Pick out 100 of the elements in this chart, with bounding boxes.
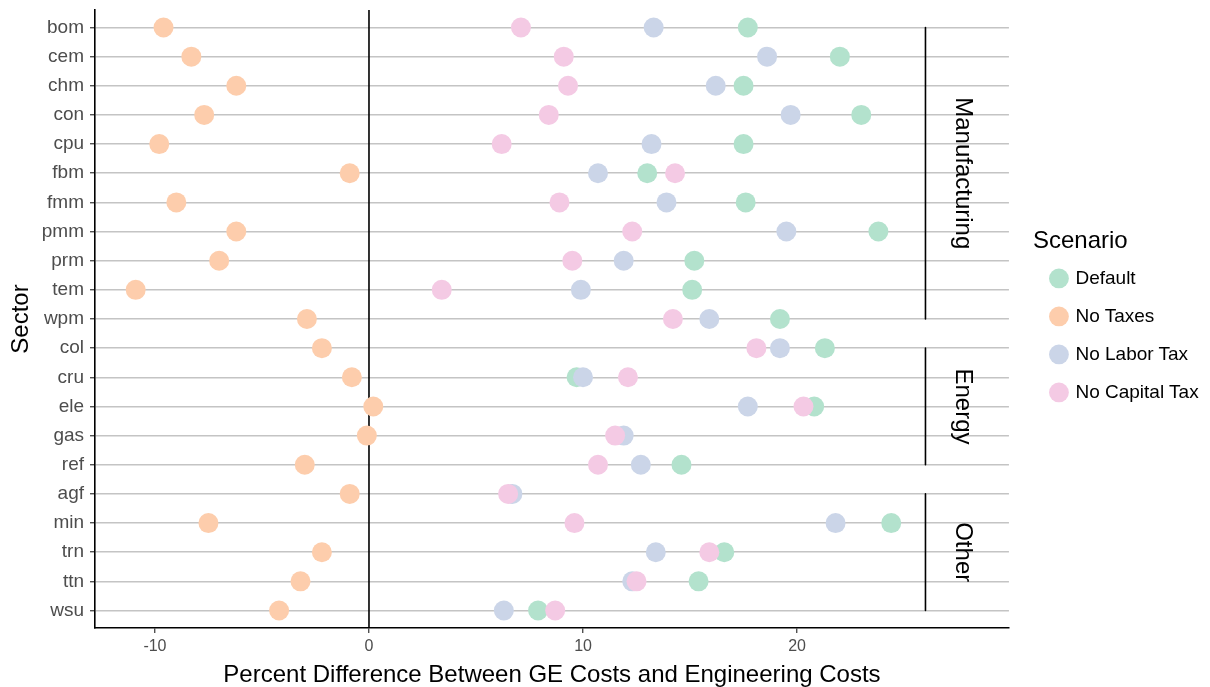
point	[656, 192, 677, 213]
point	[733, 75, 754, 96]
y-tick-label: bom	[47, 15, 85, 37]
point	[699, 309, 720, 329]
y-tick-label: chm	[48, 74, 85, 96]
point	[510, 17, 531, 38]
legend-label: Default	[1075, 266, 1137, 288]
point	[641, 134, 662, 155]
y-tick-label: fmm	[47, 190, 85, 212]
point	[363, 396, 384, 417]
y-tick-label: col	[59, 336, 85, 358]
text: Other	[950, 522, 978, 583]
point	[339, 483, 360, 504]
point	[617, 367, 638, 388]
point	[181, 46, 202, 67]
y-tick-label: ele	[58, 394, 85, 416]
point	[558, 75, 579, 96]
x-axis-title: Percent Difference Between GE Costs and Engineering Costs	[223, 660, 881, 687]
point	[194, 104, 215, 125]
y-tick-label: fbm	[52, 161, 85, 183]
point	[356, 425, 377, 446]
point	[735, 192, 756, 213]
point	[769, 309, 790, 329]
point	[780, 104, 801, 125]
text: Energy	[950, 368, 978, 445]
point	[166, 192, 187, 213]
point	[296, 309, 317, 329]
y-axis-title: Sector	[6, 284, 34, 354]
point	[699, 542, 720, 563]
x-tick-label: 0	[364, 637, 374, 655]
y-tick-label: min	[53, 511, 85, 533]
y-tick-label: wsu	[49, 598, 85, 620]
x-tick-label: -10	[143, 637, 167, 655]
y-tick-label: gas	[53, 423, 85, 445]
y-tick-label: wpm	[42, 307, 85, 329]
legend-label: No Taxes	[1075, 304, 1155, 326]
point	[149, 134, 170, 155]
point	[588, 163, 608, 184]
point	[553, 46, 574, 67]
point	[573, 367, 594, 388]
point	[605, 425, 626, 446]
point	[588, 454, 608, 475]
point	[269, 600, 290, 621]
point	[341, 367, 362, 388]
point	[737, 396, 758, 417]
point	[881, 513, 902, 534]
y-tick-label: agf	[57, 482, 85, 504]
point	[671, 454, 692, 475]
point	[613, 250, 634, 271]
point	[528, 600, 549, 621]
point	[645, 542, 666, 563]
y-tick-label: pmm	[41, 219, 85, 241]
legend-label: No Capital Tax	[1075, 380, 1200, 402]
point	[311, 542, 332, 563]
point	[682, 279, 703, 300]
point	[493, 600, 514, 621]
point	[637, 163, 658, 184]
point	[684, 250, 705, 271]
point	[665, 163, 686, 184]
point	[431, 279, 452, 300]
y-tick-label: cru	[57, 365, 85, 387]
y-tick-label: con	[53, 103, 85, 125]
x-tick-label: 20	[788, 637, 807, 655]
point	[737, 17, 758, 38]
point	[549, 192, 570, 213]
point	[688, 571, 709, 592]
point	[562, 250, 583, 271]
point	[226, 75, 247, 96]
point	[209, 250, 230, 271]
y-tick-label: trn	[61, 540, 85, 562]
point	[662, 309, 683, 329]
point	[491, 134, 512, 155]
text: Manufacturing	[950, 97, 978, 250]
legend-label: No Labor Tax	[1075, 342, 1189, 364]
point	[829, 46, 850, 67]
point	[630, 454, 651, 475]
point	[746, 338, 767, 359]
point	[643, 17, 664, 38]
point	[757, 46, 778, 67]
point	[545, 600, 566, 621]
point	[769, 338, 790, 359]
point	[705, 75, 726, 96]
point	[294, 454, 315, 475]
point	[622, 221, 643, 242]
y-tick-label: ttn	[62, 569, 85, 591]
point	[814, 338, 835, 359]
x-tick-label: 10	[574, 637, 593, 655]
y-tick-label: tem	[52, 278, 85, 300]
point	[198, 513, 219, 534]
y-tick-label: prm	[51, 248, 85, 270]
point	[825, 513, 846, 534]
point	[868, 221, 889, 242]
point	[153, 17, 174, 38]
point	[339, 163, 360, 184]
point	[564, 513, 585, 534]
legend-title: Scenario	[1032, 225, 1128, 253]
y-tick-label: ref	[61, 452, 85, 474]
y-tick-label: cem	[48, 44, 85, 66]
point	[538, 104, 559, 125]
point	[290, 571, 311, 592]
